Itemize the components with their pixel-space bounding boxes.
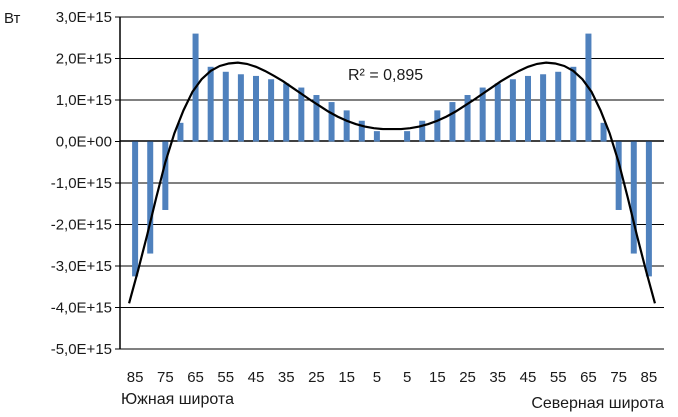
x-tick-labels: 85 75 65 55 45 35 25 15 5 5 15 25 35 45 55 65 75 85 — [127, 369, 657, 386]
bar — [237, 74, 244, 142]
bar — [570, 66, 577, 142]
x-tick-label: 85 — [641, 369, 658, 386]
bar — [540, 74, 547, 142]
y-tick-label: 1,0E+15 — [56, 92, 112, 109]
bar — [147, 141, 154, 254]
bar — [509, 79, 516, 142]
bar — [343, 110, 350, 142]
south-hemisphere-label: Южная широта — [121, 391, 234, 408]
bar — [555, 71, 562, 142]
bar — [494, 83, 501, 142]
y-unit-label: Вт — [4, 10, 21, 27]
x-tick-label: 45 — [248, 369, 265, 386]
bar — [419, 120, 426, 142]
bar — [600, 122, 607, 142]
north-hemisphere-label: Северная широта — [531, 395, 664, 412]
y-tick-label: -2,0E+15 — [51, 217, 112, 234]
bar — [373, 131, 380, 142]
x-tick-label: 25 — [308, 369, 325, 386]
y-tick-label: -3,0E+15 — [51, 258, 112, 275]
x-tick-label: 15 — [429, 369, 446, 386]
bar — [358, 120, 365, 142]
bar — [434, 110, 441, 142]
bar — [449, 102, 456, 142]
x-tick-label: 65 — [187, 369, 204, 386]
x-tick-label: 35 — [489, 369, 506, 386]
x-tick-label: 45 — [520, 369, 537, 386]
bar — [253, 75, 259, 142]
y-tick-label: -5,0E+15 — [51, 341, 112, 358]
y-tick-label: 0,0E+00 — [56, 134, 112, 151]
bar — [479, 87, 486, 142]
bar — [132, 141, 139, 277]
x-tick-label: 75 — [610, 369, 627, 386]
bar — [328, 102, 335, 142]
trend-line — [128, 61, 656, 304]
y-tick-label: -4,0E+15 — [51, 300, 112, 317]
x-tick-label: 65 — [580, 369, 597, 386]
x-tick-label: 75 — [157, 369, 174, 386]
y-tick-labels: 3,0E+15 2,0E+15 1,0E+15 0,0E+00 -1,0E+15 -2,0… — [51, 9, 112, 358]
y-tick-label: 3,0E+15 — [56, 9, 112, 26]
bar — [283, 83, 290, 142]
bar — [207, 66, 214, 142]
x-tick-label: 35 — [278, 369, 295, 386]
x-tick-label: 55 — [550, 369, 567, 386]
bar — [222, 71, 229, 142]
r-squared-annotation: R² = 0,895 — [348, 67, 423, 84]
x-tick-label: 5 — [403, 369, 411, 386]
bar — [630, 141, 637, 254]
bar — [268, 79, 275, 142]
x-tick-label: 15 — [338, 369, 355, 386]
x-tick-label: 85 — [127, 369, 144, 386]
bar — [464, 95, 471, 142]
x-tick-label: 5 — [373, 369, 381, 386]
y-tick-label: 2,0E+15 — [56, 51, 112, 68]
bar — [177, 122, 184, 142]
bar — [404, 131, 411, 142]
bar — [525, 75, 531, 142]
y-tick-label: -1,0E+15 — [51, 175, 112, 192]
bar — [313, 95, 320, 142]
bar — [615, 141, 622, 210]
bar — [645, 141, 652, 277]
x-tick-label: 55 — [217, 369, 234, 386]
bar — [298, 87, 305, 142]
bar — [162, 141, 169, 210]
x-tick-label: 25 — [459, 369, 476, 386]
